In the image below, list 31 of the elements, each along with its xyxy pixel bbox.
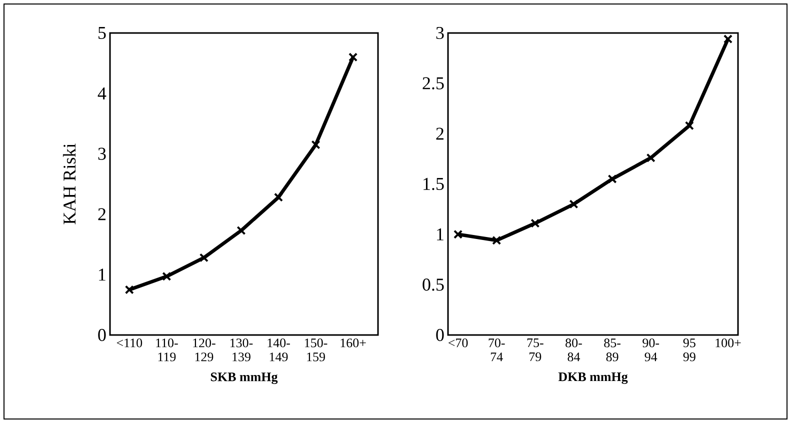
y-tick-label: 4 <box>98 87 106 100</box>
x-axis-title: SKB mmHg <box>210 372 278 384</box>
x-tick-label: 95 99 <box>683 338 696 362</box>
y-tick-label: 1 <box>437 228 444 240</box>
x-tick-label: 140-149 <box>268 338 290 362</box>
x-tick-label: 70-74 <box>488 338 505 362</box>
x-tick-label: 120-129 <box>193 338 216 362</box>
y-tick-label: 3 <box>436 26 444 40</box>
x-tick-label: 160+ <box>340 338 366 348</box>
y-tick-label: 0 <box>98 328 106 342</box>
y-tick-label: 2.5 <box>422 77 444 90</box>
x-tick-label: <70 <box>448 338 468 348</box>
x-tick-label: 90-94 <box>642 338 660 362</box>
y-axis-title: KAH Riski <box>62 144 76 224</box>
x-axis-title: DKB mmHg <box>558 372 628 384</box>
x-tick-label: <110 <box>116 338 142 348</box>
x-tick-label: 85-89 <box>604 338 620 362</box>
y-tick-label: 5 <box>98 27 106 39</box>
x-tick-label: 110-119 <box>156 338 178 362</box>
x-tick-label: 75-79 <box>527 338 544 362</box>
x-tick-label: 100+ <box>716 338 741 348</box>
y-tick-label: 3 <box>98 148 106 160</box>
y-tick-label: 0 <box>436 328 444 342</box>
x-tick-label: 150-159 <box>304 338 328 362</box>
y-tick-label: 1.5 <box>424 178 444 190</box>
y-tick-label: 1 <box>99 268 106 281</box>
x-tick-label: 80-84 <box>566 338 582 362</box>
y-tick-label: 0.5 <box>422 278 444 291</box>
y-tick-label: 2 <box>98 208 106 220</box>
x-tick-label: 130-139 <box>230 338 253 362</box>
y-tick-label: 2 <box>436 128 444 140</box>
